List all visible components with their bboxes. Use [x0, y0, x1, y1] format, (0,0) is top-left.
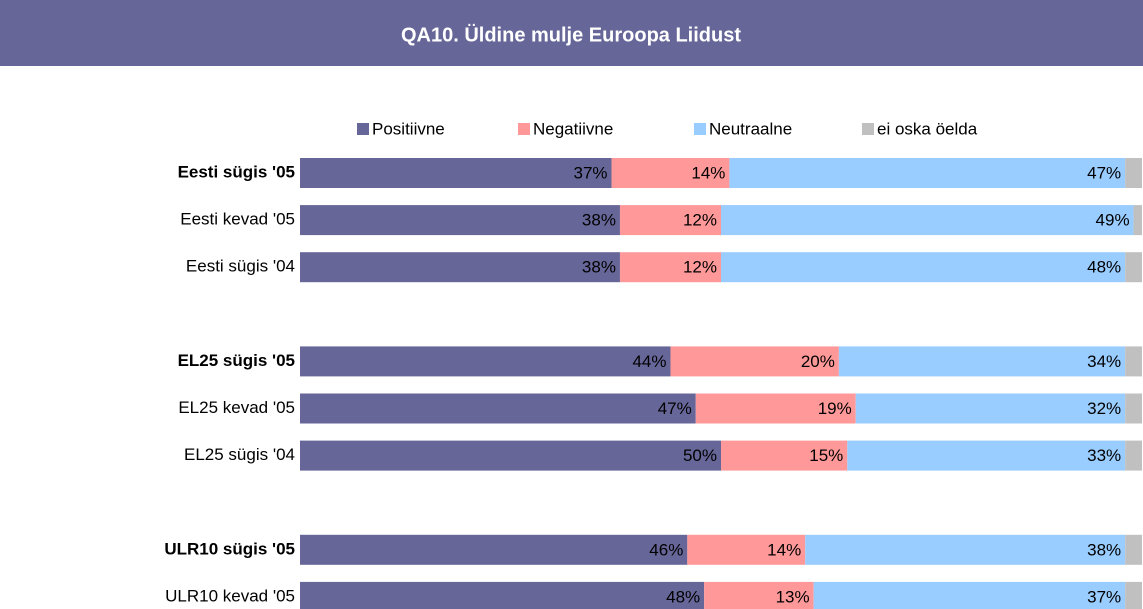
value-label: 38% — [1087, 540, 1121, 559]
bar-segment — [1125, 158, 1142, 188]
value-label: 49% — [1096, 211, 1130, 230]
y-tick-label: EL25 kevad '05 — [178, 398, 295, 417]
value-label: 47% — [1087, 163, 1121, 182]
legend-label: ei oska öelda — [877, 119, 978, 138]
bar-segment — [300, 346, 671, 377]
bar-segment — [619, 205, 721, 236]
bar-segment — [687, 534, 806, 565]
bar-segment — [729, 158, 1126, 188]
legend-swatch — [518, 123, 530, 135]
bar-segment — [813, 581, 1126, 609]
bar-segment — [300, 393, 696, 424]
bar-segment — [670, 346, 839, 377]
value-label: 33% — [1087, 446, 1121, 465]
legend-label: Negatiivne — [533, 119, 613, 138]
bar-segment — [847, 440, 1126, 471]
bar-segment — [1125, 581, 1142, 609]
bar-segment — [1125, 440, 1142, 471]
bar-segment — [300, 205, 620, 236]
y-tick-label: Eesti sügis '05 — [178, 162, 295, 181]
value-label: 34% — [1087, 352, 1121, 371]
legend-swatch — [357, 123, 369, 135]
legend-swatch — [862, 123, 874, 135]
legend-label: Positiivne — [372, 119, 445, 138]
value-label: 14% — [691, 163, 725, 182]
bar-segment — [300, 158, 612, 188]
bar-segment — [300, 252, 620, 283]
value-label: 37% — [574, 163, 608, 182]
value-label: 14% — [767, 540, 801, 559]
legend-swatch — [694, 123, 706, 135]
y-tick-label: Eesti kevad '05 — [180, 210, 295, 229]
y-tick-label: ULR10 kevad '05 — [165, 586, 295, 605]
bar-segment — [611, 158, 730, 188]
bar-segment — [1125, 252, 1142, 283]
value-label: 48% — [1087, 258, 1121, 277]
value-label: 37% — [1087, 587, 1121, 606]
value-label: 50% — [683, 446, 717, 465]
bar-segment — [721, 205, 1134, 236]
value-label: 12% — [683, 211, 717, 230]
value-label: 38% — [582, 211, 616, 230]
value-label: 20% — [801, 352, 835, 371]
value-label: 13% — [776, 587, 810, 606]
bar-segment — [704, 581, 814, 609]
value-label: 38% — [582, 258, 616, 277]
value-label: 47% — [658, 399, 692, 418]
value-label: 46% — [649, 540, 683, 559]
bar-segment — [1133, 205, 1142, 236]
bar-segment — [1125, 534, 1142, 565]
bar-segment — [1125, 393, 1142, 424]
chart-title: QA10. Üldine mulje Euroopa Liidust — [401, 23, 741, 46]
bar-segment — [721, 440, 848, 471]
value-label: 12% — [683, 258, 717, 277]
y-tick-label: ULR10 sügis '05 — [164, 539, 295, 558]
bar-segment — [300, 581, 705, 609]
value-label: 19% — [818, 399, 852, 418]
bar-segment — [838, 346, 1126, 377]
legend-label: Neutraalne — [709, 119, 792, 138]
bar-segment — [300, 440, 721, 471]
bar-segment — [855, 393, 1126, 424]
bar-segment — [300, 534, 688, 565]
title-bar — [0, 0, 1143, 66]
y-tick-label: EL25 sügis '05 — [178, 351, 295, 370]
value-label: 44% — [632, 352, 666, 371]
y-tick-label: EL25 sügis '04 — [184, 445, 295, 464]
value-label: 15% — [809, 446, 843, 465]
value-label: 48% — [666, 587, 700, 606]
bar-segment — [721, 252, 1126, 283]
value-label: 32% — [1087, 399, 1121, 418]
bar-segment — [619, 252, 721, 283]
bar-segment — [695, 393, 856, 424]
bar-segment — [1125, 346, 1142, 377]
bar-segment — [805, 534, 1126, 565]
y-tick-label: Eesti sügis '04 — [186, 257, 295, 276]
